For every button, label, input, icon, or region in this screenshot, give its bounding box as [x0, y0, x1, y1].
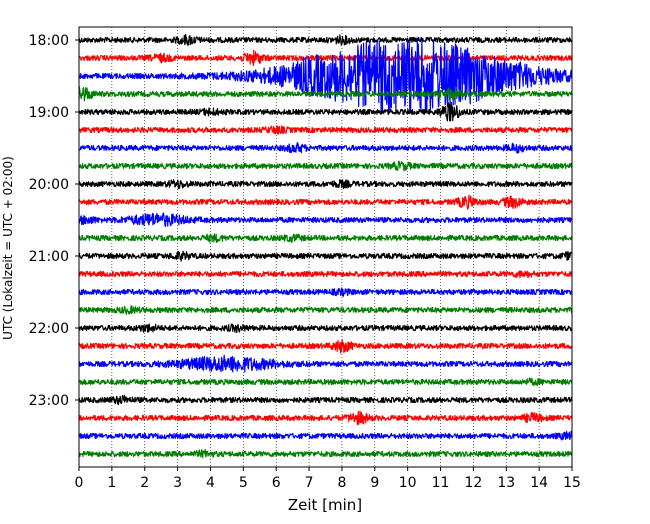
trace-2145	[78, 305, 573, 315]
y-tick-label-2100: 21:00	[29, 249, 69, 265]
x-tick-label-5: 5	[239, 475, 248, 491]
x-tick-label-15: 15	[563, 475, 581, 491]
trace-2200	[78, 323, 573, 334]
trace-1800	[78, 33, 573, 46]
trace-2315	[78, 410, 573, 426]
trace-2100	[78, 250, 573, 262]
x-axis-label: Zeit [min]	[288, 496, 362, 514]
trace-2230	[78, 354, 573, 373]
x-tick-label-6: 6	[272, 475, 281, 491]
trace-2115	[78, 270, 573, 279]
trace-layer	[78, 33, 573, 459]
trace-2245	[78, 377, 573, 387]
y-tick-label-1900: 19:00	[29, 105, 69, 121]
trace-1845	[78, 86, 573, 102]
x-tick-label-4: 4	[206, 475, 215, 491]
trace-2015	[78, 194, 573, 210]
y-tick-label-2000: 20:00	[29, 177, 69, 193]
trace-2300	[78, 394, 573, 406]
x-tick-label-8: 8	[337, 475, 346, 491]
x-tick-label-14: 14	[530, 475, 548, 491]
x-tick-label-11: 11	[432, 475, 450, 491]
trace-2030	[78, 212, 573, 228]
plot-frame	[78, 26, 573, 468]
x-tick-label-10: 10	[399, 475, 417, 491]
x-tick-label-0: 0	[75, 475, 84, 491]
trace-2345	[78, 449, 573, 459]
x-tick-label-13: 13	[497, 475, 515, 491]
x-tick-label-3: 3	[173, 475, 182, 491]
trace-1915	[78, 125, 573, 135]
x-tick-label-7: 7	[305, 475, 314, 491]
trace-2330	[78, 430, 573, 441]
x-tick-label-12: 12	[464, 475, 482, 491]
x-tick-label-9: 9	[370, 475, 379, 491]
y-tick-label-1800: 18:00	[29, 33, 69, 49]
trace-1830	[78, 37, 573, 115]
y-tick-label-2300: 23:00	[29, 393, 69, 409]
trace-2130	[78, 287, 573, 297]
axis-layer: 0 1 2 3 4 5 6 7 8 9 10 11 12 13 14 1518:0019:0020:0021:…	[29, 26, 581, 491]
trace-1900	[78, 101, 573, 122]
trace-2000	[78, 178, 573, 190]
trace-1815	[78, 49, 573, 67]
y-tick-label-2200: 22:00	[29, 321, 69, 337]
trace-2215	[78, 338, 573, 354]
trace-2045	[78, 233, 573, 244]
trace-1930	[78, 142, 573, 154]
x-tick-label-2: 2	[140, 475, 149, 491]
x-tick-label-1: 1	[107, 475, 116, 491]
y-axis-label: UTC (Lokalzeit = UTC + 02:00)	[1, 156, 15, 340]
trace-1945	[78, 160, 573, 172]
